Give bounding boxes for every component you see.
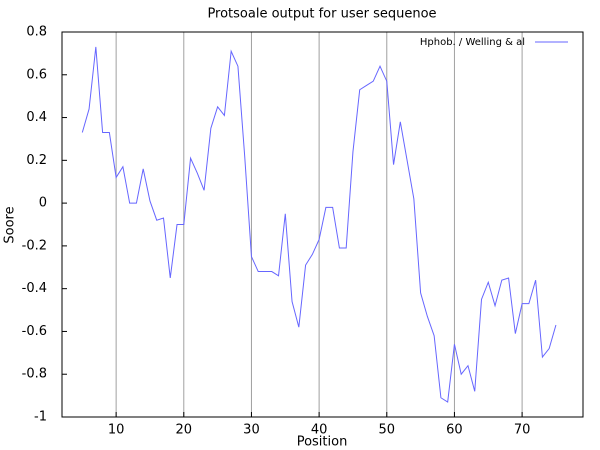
x-tick-label: 40 — [311, 423, 328, 438]
x-tick-label: 20 — [176, 423, 193, 438]
y-tick-label: -0.4 — [22, 281, 47, 296]
y-axis-label: Soore — [3, 206, 18, 243]
y-tick-label: 0.6 — [26, 67, 47, 82]
x-tick-label: 10 — [108, 423, 125, 438]
legend-label: Hphob. / Welling & al — [420, 37, 525, 48]
y-tick-label: -1 — [34, 410, 47, 425]
x-tick-label: 50 — [379, 423, 396, 438]
y-tick-label: -0.2 — [22, 238, 47, 253]
y-tick-label: 0 — [39, 196, 47, 211]
x-tick-label: 30 — [243, 423, 260, 438]
data-line — [81, 46, 557, 403]
x-tick-label: 70 — [514, 423, 531, 438]
x-tick-label: 60 — [446, 423, 463, 438]
chart-title: Protsoale output for user sequenoe — [207, 7, 436, 22]
y-tick-label: -0.6 — [22, 324, 47, 339]
y-tick-label: 0.8 — [26, 25, 47, 40]
x-axis-label: Position — [297, 435, 348, 450]
y-tick-label: -0.8 — [22, 367, 47, 382]
y-tick-label: 0.4 — [26, 110, 47, 125]
plot-frame — [61, 31, 584, 418]
y-tick-label: 0.2 — [26, 153, 47, 168]
